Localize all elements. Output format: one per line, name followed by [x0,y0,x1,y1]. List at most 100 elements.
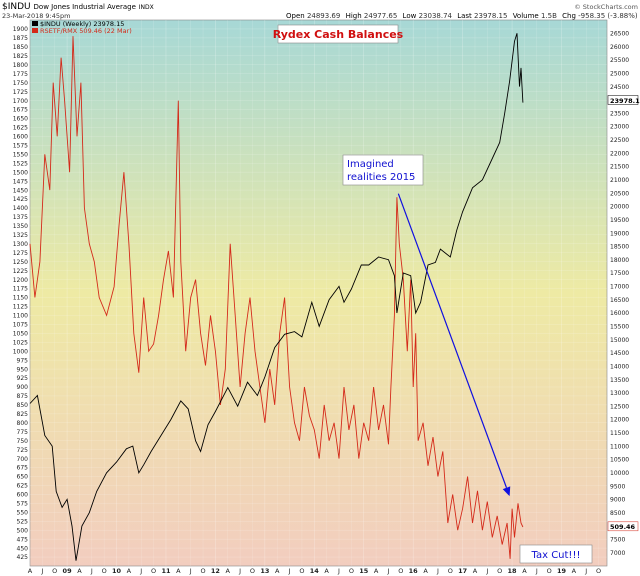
right-tick-label: 24500 [610,84,629,91]
left-tick-label: 1575 [13,143,28,150]
x-axis: A J O 09 A J O 10 A J O 11 A J O 12 A J O 13 A J O 14 A J O 15 A J O 16… [28,567,601,575]
x-tick-label: O [448,567,453,575]
x-tick-label: 10 [112,567,122,575]
right-tick-label: 21500 [610,164,629,171]
chart-symbol: $INDU Dow Jones Industrial Average INDX [2,2,154,12]
right-tick-label: 12000 [610,417,629,424]
right-tick-label: 16500 [610,297,629,304]
x-tick-label: J [535,567,538,575]
left-tick-label: 1850 [13,44,28,51]
x-tick-label: O [547,567,552,575]
right-tick-label: 23000 [610,124,629,131]
x-tick-label: A [77,567,82,575]
x-tick-label: O [250,567,255,575]
left-tick-label: 975 [17,357,29,364]
x-tick-label: A [374,567,379,575]
x-tick-label: J [436,567,439,575]
x-tick-label: 13 [260,567,269,575]
left-tick-label: 675 [17,465,29,472]
x-tick-label: J [189,567,192,575]
left-tick-label: 500 [17,527,29,534]
left-tick-label: 1050 [13,330,28,337]
x-tick-label: 09 [63,567,73,575]
annotation-taxcut: Tax Cut!!! [531,550,581,561]
x-tick-label: A [522,567,527,575]
trend-arrow-head [502,486,511,497]
left-tick-label: 1450 [13,187,28,194]
left-tick-label: 725 [17,447,29,454]
right-tick-label: 7000 [610,550,625,557]
x-tick-label: J [584,567,587,575]
left-tick-label: 950 [17,366,29,373]
left-tick-label: 1775 [13,71,28,78]
left-tick-label: 650 [17,474,29,481]
x-tick-label: 16 [409,567,419,575]
last-value-tag-indu: 23978.15 [607,95,640,105]
last-value-indu: 23978.15 [610,97,640,105]
x-tick-label: J [139,567,142,575]
left-tick-label: 1825 [13,53,28,60]
trend-arrow [397,193,508,488]
right-tick-label: 22000 [610,150,629,157]
last-value-tag-rydex: 509.46 [607,521,639,531]
left-tick-label: 1350 [13,223,28,230]
x-tick-label: 19 [557,567,567,575]
annotation-taxcut-box: Tax Cut!!! [519,544,593,564]
left-tick-label: 1400 [13,205,28,212]
x-tick-label: 18 [508,567,518,575]
right-tick-label: 9500 [610,483,625,490]
x-tick-label: O [497,567,502,575]
right-tick-label: 21000 [610,177,629,184]
right-tick-label: 8500 [610,510,625,517]
annotation-title-box: Rydex Cash Balances [273,24,404,44]
x-tick-label: A [275,567,280,575]
left-tick-label: 1650 [13,116,28,123]
right-tick-label: 22500 [610,137,629,144]
left-tick-label: 1700 [13,98,28,105]
x-tick-label: J [387,567,390,575]
right-tick-label: 18500 [610,244,629,251]
right-tick-label: 19000 [610,230,629,237]
x-tick-label: O [151,567,156,575]
last-value-rydex: 509.46 [610,523,636,531]
legend-swatch-indu [32,21,38,26]
left-tick-label: 925 [17,375,29,382]
x-tick-label: A [324,567,329,575]
grid [29,20,607,566]
left-tick-label: 900 [17,384,29,391]
left-tick-label: 1500 [13,169,28,176]
left-tick-label: 600 [17,492,29,499]
ohlc-readout: Open 24893.69 High 24977.65 Low 23038.74… [286,12,638,20]
right-tick-label: 19500 [610,217,629,224]
left-tick-label: 550 [17,509,29,516]
x-tick-label: O [200,567,205,575]
left-tick-label: 1000 [13,348,28,355]
right-tick-label: 25500 [610,57,629,64]
right-tick-label: 10500 [610,457,629,464]
x-tick-label: A [176,567,181,575]
x-tick-label: A [473,567,478,575]
right-tick-label: 23500 [610,110,629,117]
left-tick-label: 1250 [13,259,28,266]
legend-rydex: RSETF/RMX 509.46 (22 Mar) [40,27,132,35]
x-tick-label: J [288,567,291,575]
x-tick-label: J [485,567,488,575]
left-tick-label: 1750 [13,80,28,87]
left-tick-label: 450 [17,545,29,552]
left-tick-label: 1800 [13,62,28,69]
right-tick-label: 26500 [610,31,629,38]
x-tick-label: A [28,567,33,575]
right-tick-label: 13500 [610,377,629,384]
x-tick-label: J [238,567,241,575]
left-tick-label: 1525 [13,160,28,167]
left-tick-label: 1150 [13,295,28,302]
series-line-rsetf-rmx [29,36,524,559]
left-tick-label: 825 [17,411,29,418]
x-tick-label: 11 [161,567,171,575]
legend: $INDU (Weekly) 23978.15 RSETF/RMX 509.46… [32,20,132,35]
right-tick-label: 18000 [610,257,629,264]
x-tick-label: 12 [211,567,220,575]
x-tick-label: 17 [458,567,467,575]
left-tick-label: 875 [17,393,29,400]
